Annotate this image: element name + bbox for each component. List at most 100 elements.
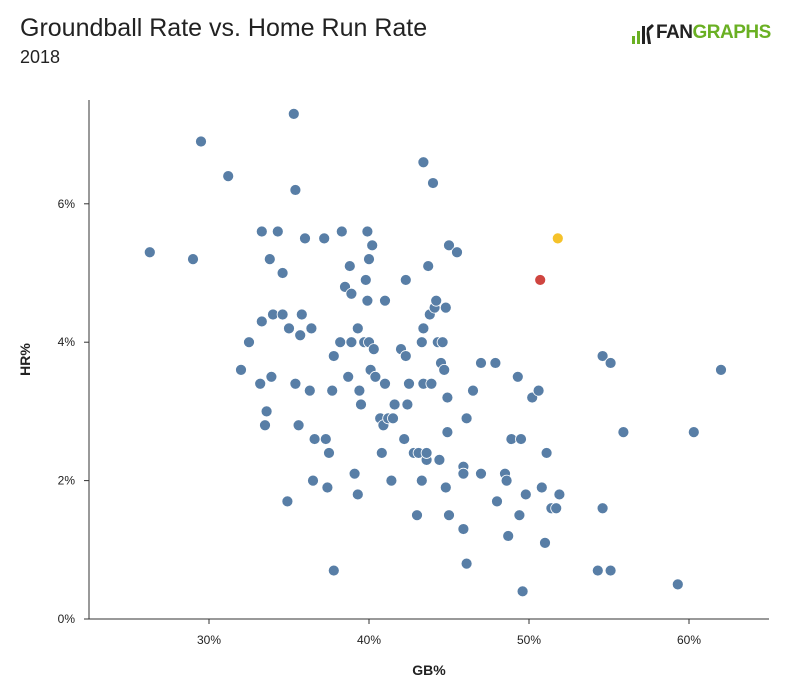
data-point bbox=[425, 377, 438, 390]
data-point bbox=[335, 225, 348, 238]
data-point bbox=[513, 509, 526, 522]
data-point bbox=[361, 225, 374, 238]
data-point bbox=[385, 474, 398, 487]
data-point bbox=[553, 488, 566, 501]
data-point bbox=[540, 447, 553, 459]
data-point bbox=[417, 156, 430, 169]
data-point bbox=[415, 474, 428, 487]
data-point bbox=[265, 370, 278, 383]
data-point bbox=[187, 253, 199, 266]
data-point bbox=[511, 370, 524, 383]
data-point bbox=[323, 447, 335, 459]
data-point bbox=[143, 246, 156, 259]
data-point bbox=[351, 488, 364, 501]
data-point bbox=[303, 384, 316, 397]
data-point bbox=[399, 350, 412, 362]
data-point bbox=[443, 239, 455, 252]
data-point bbox=[596, 350, 609, 362]
data-point bbox=[441, 426, 454, 439]
data-point bbox=[294, 329, 307, 342]
data-point bbox=[359, 274, 372, 286]
chart-title: Groundball Rate vs. Home Run Rate bbox=[20, 14, 428, 42]
data-point bbox=[361, 294, 374, 307]
data-point bbox=[379, 377, 391, 390]
data-point bbox=[366, 239, 379, 252]
x-tick-label: 30% bbox=[197, 633, 221, 647]
data-point bbox=[259, 419, 271, 432]
data-point bbox=[283, 322, 295, 335]
data-point bbox=[460, 557, 473, 570]
data-point bbox=[276, 308, 289, 321]
y-tick-label: 0% bbox=[58, 612, 76, 626]
data-point bbox=[379, 294, 391, 307]
data-point bbox=[345, 287, 358, 300]
data-point bbox=[289, 184, 302, 196]
data-point bbox=[353, 384, 366, 397]
data-point bbox=[715, 363, 727, 376]
data-point bbox=[604, 564, 617, 577]
y-tick-label: 2% bbox=[58, 474, 76, 488]
axes: 30% 40% 50% 60% 0% 2% 4% 6% bbox=[58, 100, 769, 647]
data-point bbox=[427, 177, 439, 189]
data-point bbox=[343, 260, 356, 272]
data-point bbox=[281, 495, 294, 508]
data-point bbox=[467, 384, 479, 397]
data-point bbox=[334, 336, 347, 349]
data-point bbox=[500, 474, 513, 487]
fangraphs-logo-icon bbox=[632, 24, 654, 44]
data-point bbox=[436, 336, 449, 349]
data-point bbox=[411, 509, 423, 522]
data-point bbox=[351, 322, 364, 335]
data-point bbox=[375, 447, 388, 459]
data-point bbox=[535, 481, 548, 494]
x-tick-label: 50% bbox=[517, 633, 541, 647]
data-point bbox=[489, 357, 502, 369]
data-point bbox=[369, 370, 382, 383]
data-point bbox=[475, 357, 487, 369]
data-point bbox=[519, 488, 532, 501]
data-point bbox=[399, 274, 412, 286]
data-point bbox=[439, 481, 452, 494]
data-points bbox=[143, 107, 727, 598]
data-point bbox=[422, 260, 435, 272]
y-axis-title: HR% bbox=[17, 343, 33, 376]
data-point bbox=[287, 107, 300, 120]
data-point bbox=[417, 322, 430, 335]
x-axis-title: GB% bbox=[412, 662, 446, 678]
data-point bbox=[292, 419, 305, 432]
data-point bbox=[457, 523, 470, 535]
data-point bbox=[367, 343, 380, 356]
data-point bbox=[276, 267, 289, 279]
data-point bbox=[235, 363, 247, 376]
data-point bbox=[195, 135, 207, 148]
data-point bbox=[401, 398, 414, 411]
x-tick-label: 60% bbox=[677, 633, 701, 647]
data-point bbox=[438, 363, 451, 376]
data-point bbox=[222, 170, 235, 183]
data-point bbox=[532, 384, 545, 397]
data-point bbox=[355, 398, 367, 411]
data-point bbox=[439, 301, 452, 314]
data-point bbox=[363, 253, 375, 266]
data-point bbox=[255, 225, 268, 238]
data-point bbox=[260, 405, 273, 418]
data-point bbox=[326, 384, 339, 397]
data-point bbox=[263, 253, 276, 266]
y-tick-label: 4% bbox=[58, 335, 76, 349]
data-point bbox=[398, 433, 411, 445]
data-point bbox=[502, 530, 515, 542]
data-point bbox=[451, 246, 463, 259]
data-point bbox=[271, 225, 284, 238]
data-point bbox=[687, 426, 700, 439]
fangraphs-logo: FAN GRAPHS bbox=[632, 20, 771, 46]
chart-subtitle: 2018 bbox=[20, 47, 61, 67]
data-point bbox=[441, 391, 454, 404]
data-point bbox=[491, 495, 503, 508]
data-point bbox=[443, 509, 455, 522]
data-point bbox=[516, 585, 529, 598]
highlighted-data-point bbox=[534, 274, 547, 286]
data-point bbox=[243, 336, 255, 349]
data-point bbox=[591, 564, 604, 577]
highlighted-data-point bbox=[551, 232, 564, 245]
data-point bbox=[327, 564, 340, 577]
